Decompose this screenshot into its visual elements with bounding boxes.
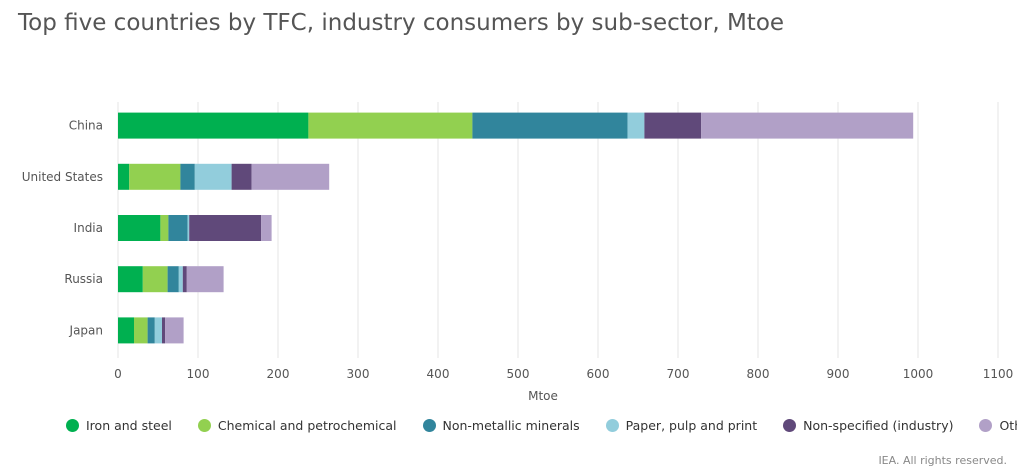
x-tick-label: 0 [114, 367, 122, 381]
bar-segment [187, 215, 190, 241]
legend-swatch [66, 419, 79, 432]
legend-label: Non-metallic minerals [442, 418, 580, 433]
bar-segment [147, 317, 155, 344]
bar-segment [261, 215, 272, 241]
legend-swatch [605, 419, 619, 432]
legend-item[interactable]: Paper, pulp and print [605, 418, 758, 433]
legend-swatch [979, 419, 993, 432]
bar-segment [154, 317, 162, 344]
y-category-label: China [69, 119, 103, 133]
legend-item[interactable]: Iron and steel [66, 418, 172, 433]
bar-segment [167, 266, 179, 293]
bar-segment [308, 112, 473, 139]
x-tick-label: 300 [347, 367, 370, 381]
bar-segment [180, 163, 195, 190]
legend-label: Chemical and petrochemical [217, 418, 397, 433]
legend-label: Other [999, 418, 1017, 433]
bar-segment [142, 266, 168, 293]
x-tick-label: 600 [587, 367, 610, 381]
bar-segment [644, 112, 702, 139]
bar-segment [118, 266, 143, 293]
bar-segment [182, 266, 187, 293]
x-tick-label: 700 [667, 367, 690, 381]
bar-segment [701, 112, 914, 139]
legend-label: Iron and steel [86, 418, 172, 433]
bar-segment [168, 215, 188, 241]
x-tick-label: 200 [267, 367, 290, 381]
bar-segment [118, 317, 134, 344]
stacked-bar-chart: 0 100 200 300 400 500 600 700 800 900 1000 1100 Mtoe… [22, 102, 1014, 403]
x-tick-label: 1000 [903, 367, 934, 381]
chart-legend: Iron and steel Chemical and petrochemical… [66, 418, 1017, 433]
legend-label: Non-specified (industry) [803, 418, 954, 433]
legend-swatch [422, 419, 436, 432]
bar-segment [165, 317, 184, 344]
bar-segment [186, 266, 224, 293]
copyright-credit: IEA. All rights reserved. [878, 454, 1007, 467]
y-category-label: Japan [69, 323, 103, 337]
bar-segment [134, 317, 148, 344]
legend-item[interactable]: Other [979, 418, 1017, 433]
x-tick-label: 900 [827, 367, 850, 381]
y-category-label: India [74, 221, 103, 235]
bar-segment [194, 163, 232, 190]
bar-segment [160, 215, 169, 241]
bar-segment [118, 112, 309, 139]
x-tick-label: 100 [187, 367, 210, 381]
bar-segment [231, 163, 252, 190]
bar-segment [251, 163, 330, 190]
bar-segment [472, 112, 628, 139]
bar-segment [129, 163, 181, 190]
legend-item[interactable]: Non-specified (industry) [783, 418, 953, 433]
legend-swatch [197, 419, 211, 432]
y-category-label: Russia [64, 272, 103, 286]
bar-segment [178, 266, 183, 293]
x-tick-label: 500 [507, 367, 530, 381]
bar-segment [627, 112, 645, 139]
bar-segment [118, 215, 161, 241]
x-tick-label: 1100 [983, 367, 1014, 381]
bar-segment [118, 163, 130, 190]
legend-swatch [783, 419, 797, 432]
bar-segment [189, 215, 262, 241]
legend-item[interactable]: Chemical and petrochemical [197, 418, 397, 433]
bar-segment [162, 317, 166, 344]
x-axis-label: Mtoe [528, 389, 558, 403]
x-tick-label: 400 [427, 367, 450, 381]
chart-title: Top five countries by TFC, industry cons… [18, 10, 785, 36]
x-tick-label: 800 [747, 367, 770, 381]
legend-label: Paper, pulp and print [625, 418, 758, 433]
legend-item[interactable]: Non-metallic minerals [422, 418, 580, 433]
y-category-label: United States [22, 170, 103, 184]
